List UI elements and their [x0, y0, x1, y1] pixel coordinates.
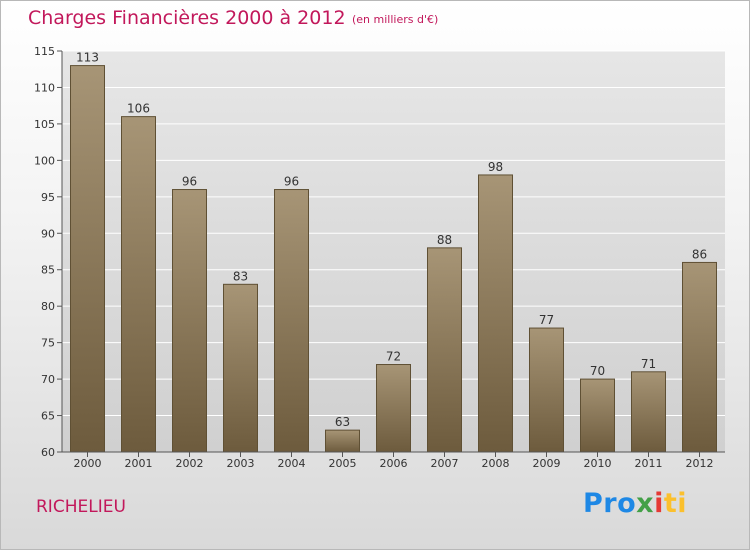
bar-2012: [682, 261, 717, 453]
x-tick-label-2002: 2002: [176, 457, 204, 470]
place-name: RICHELIEU: [36, 497, 126, 517]
data-labels-group: 113 106 96 83 96 63 72 88 98 77 70 71 86: [76, 51, 707, 430]
y-tick-label: 90: [41, 227, 55, 240]
bar-2001: [121, 116, 156, 453]
bar-2006: [376, 364, 411, 453]
y-tick-label: 65: [41, 410, 55, 423]
data-label-2012: 86: [692, 247, 707, 261]
x-tick-label-2005: 2005: [329, 457, 357, 470]
y-tick-label: 100: [34, 154, 55, 167]
bar-2009: [529, 327, 564, 453]
y-tick-label: 105: [34, 118, 55, 131]
y-tick-label: 60: [41, 446, 55, 459]
x-tick-label-2006: 2006: [380, 457, 408, 470]
bar-2000: [70, 65, 105, 453]
data-label-2008: 98: [488, 160, 503, 174]
data-label-2001: 106: [127, 102, 150, 116]
data-label-2002: 96: [182, 175, 197, 189]
bar-2005: [325, 429, 360, 453]
y-tick-label: 95: [41, 191, 55, 204]
x-tick-label-2000: 2000: [74, 457, 102, 470]
x-tick-label-2010: 2010: [584, 457, 612, 470]
chart-title: Charges Financières 2000 à 2012: [28, 7, 346, 29]
bar-2002: [172, 189, 207, 453]
x-tick-label-2012: 2012: [686, 457, 714, 470]
y-tick-label: 75: [41, 337, 55, 350]
data-label-2003: 83: [233, 269, 248, 283]
data-label-2007: 88: [437, 233, 452, 247]
bar-2008: [478, 174, 513, 453]
data-label-2004: 96: [284, 175, 299, 189]
bar-2004: [274, 189, 309, 453]
y-tick-label: 115: [34, 45, 55, 58]
x-tick-label-2008: 2008: [482, 457, 510, 470]
bar-2007: [427, 247, 462, 453]
y-tick-label: 85: [41, 264, 55, 277]
bars-group: [70, 65, 717, 453]
data-label-2011: 71: [641, 357, 656, 371]
x-tick-label-2003: 2003: [227, 457, 255, 470]
y-tick-label: 80: [41, 300, 55, 313]
x-tick-label-2004: 2004: [278, 457, 306, 470]
x-tick-label-2001: 2001: [125, 457, 153, 470]
x-tick-label-2011: 2011: [635, 457, 663, 470]
y-tick-label: 110: [34, 81, 55, 94]
data-label-2005: 63: [335, 415, 350, 429]
x-tick-label-2009: 2009: [533, 457, 561, 470]
proxiti-logo[interactable]: Proxiti: [583, 488, 688, 519]
y-axis: 60 65 70 75 80 85 90 95 100 105 110 115: [34, 45, 63, 459]
chart-subtitle: (en milliers d'€): [352, 13, 439, 26]
data-label-2006: 72: [386, 350, 401, 364]
x-tick-label-2007: 2007: [431, 457, 459, 470]
bar-2003: [223, 283, 258, 453]
data-label-2010: 70: [590, 364, 605, 378]
data-label-2000: 113: [76, 51, 99, 65]
y-tick-label: 70: [41, 373, 55, 386]
data-label-2009: 77: [539, 313, 554, 327]
bar-2011: [631, 371, 666, 453]
bar-2010: [580, 378, 615, 453]
x-axis: 2000 2001 2002 2003 2004 2005 2006 2007 2008 2009…: [62, 451, 725, 470]
